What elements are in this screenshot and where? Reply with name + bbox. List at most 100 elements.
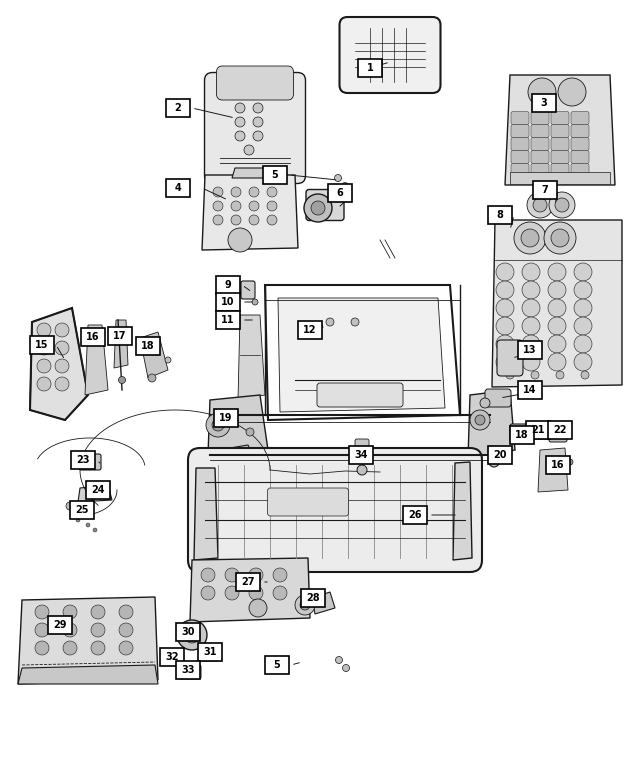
FancyBboxPatch shape <box>30 336 54 354</box>
FancyBboxPatch shape <box>108 327 132 345</box>
Circle shape <box>522 335 540 353</box>
FancyBboxPatch shape <box>532 94 556 112</box>
Circle shape <box>249 201 259 211</box>
Circle shape <box>184 627 200 643</box>
Circle shape <box>548 299 566 317</box>
Polygon shape <box>312 592 335 614</box>
Text: 19: 19 <box>220 413 233 423</box>
FancyBboxPatch shape <box>531 151 549 163</box>
Circle shape <box>558 78 586 106</box>
FancyBboxPatch shape <box>86 481 110 499</box>
Text: 32: 32 <box>165 652 179 662</box>
Circle shape <box>267 215 277 225</box>
Circle shape <box>228 228 252 252</box>
FancyBboxPatch shape <box>531 124 549 138</box>
FancyBboxPatch shape <box>488 446 512 464</box>
Text: 2: 2 <box>175 103 181 113</box>
Text: 4: 4 <box>175 183 181 193</box>
Circle shape <box>76 518 80 522</box>
Circle shape <box>35 641 49 655</box>
Circle shape <box>273 568 287 582</box>
FancyBboxPatch shape <box>216 293 240 311</box>
FancyBboxPatch shape <box>339 17 440 93</box>
Circle shape <box>342 183 349 190</box>
Circle shape <box>548 335 566 353</box>
Text: 12: 12 <box>303 325 317 335</box>
Circle shape <box>514 222 546 254</box>
Polygon shape <box>505 75 615 185</box>
Circle shape <box>91 605 105 619</box>
FancyBboxPatch shape <box>551 112 569 124</box>
Circle shape <box>506 371 514 379</box>
Circle shape <box>167 655 177 665</box>
Circle shape <box>574 317 592 335</box>
FancyBboxPatch shape <box>531 163 549 176</box>
Circle shape <box>574 353 592 371</box>
FancyBboxPatch shape <box>216 276 240 294</box>
FancyBboxPatch shape <box>317 383 403 407</box>
Text: 16: 16 <box>551 460 564 470</box>
Circle shape <box>225 568 239 582</box>
Circle shape <box>148 374 156 382</box>
Circle shape <box>470 410 490 430</box>
Circle shape <box>66 502 74 510</box>
FancyBboxPatch shape <box>176 661 200 679</box>
FancyBboxPatch shape <box>551 151 569 163</box>
FancyBboxPatch shape <box>216 311 240 329</box>
Circle shape <box>574 281 592 299</box>
Polygon shape <box>18 597 158 684</box>
FancyBboxPatch shape <box>546 456 570 474</box>
Circle shape <box>304 194 332 222</box>
FancyBboxPatch shape <box>526 421 550 439</box>
FancyBboxPatch shape <box>201 647 219 661</box>
FancyBboxPatch shape <box>70 501 94 519</box>
FancyBboxPatch shape <box>166 99 190 117</box>
FancyBboxPatch shape <box>355 439 369 451</box>
Circle shape <box>55 377 69 391</box>
Circle shape <box>531 371 539 379</box>
Circle shape <box>267 187 277 197</box>
Bar <box>510 172 610 184</box>
Circle shape <box>300 600 310 610</box>
Polygon shape <box>114 320 128 368</box>
Text: 9: 9 <box>225 280 232 290</box>
Circle shape <box>548 353 566 371</box>
FancyBboxPatch shape <box>511 138 529 151</box>
FancyBboxPatch shape <box>531 112 549 124</box>
Circle shape <box>206 413 230 437</box>
FancyBboxPatch shape <box>349 446 373 464</box>
FancyBboxPatch shape <box>241 281 255 299</box>
Circle shape <box>496 353 514 371</box>
Circle shape <box>249 586 263 600</box>
FancyBboxPatch shape <box>551 138 569 151</box>
Text: 34: 34 <box>355 450 368 460</box>
Circle shape <box>496 263 514 281</box>
Circle shape <box>93 528 97 532</box>
Circle shape <box>295 595 315 615</box>
Text: 13: 13 <box>524 345 537 355</box>
FancyBboxPatch shape <box>571 163 589 176</box>
Circle shape <box>213 215 223 225</box>
Circle shape <box>555 198 569 212</box>
FancyBboxPatch shape <box>533 181 557 199</box>
FancyBboxPatch shape <box>176 623 200 641</box>
FancyBboxPatch shape <box>571 124 589 138</box>
Text: 16: 16 <box>86 332 100 342</box>
Polygon shape <box>78 485 112 502</box>
FancyBboxPatch shape <box>511 163 529 176</box>
Circle shape <box>213 201 223 211</box>
Circle shape <box>253 103 263 113</box>
Circle shape <box>35 605 49 619</box>
Circle shape <box>55 323 69 337</box>
FancyBboxPatch shape <box>403 506 427 524</box>
Circle shape <box>235 103 245 113</box>
FancyBboxPatch shape <box>485 389 511 407</box>
Text: 24: 24 <box>92 485 105 495</box>
Text: 28: 28 <box>306 593 320 603</box>
Circle shape <box>55 341 69 355</box>
Text: 5: 5 <box>274 660 280 670</box>
FancyBboxPatch shape <box>263 166 287 184</box>
Circle shape <box>119 641 133 655</box>
Circle shape <box>235 131 245 141</box>
FancyBboxPatch shape <box>205 72 305 183</box>
